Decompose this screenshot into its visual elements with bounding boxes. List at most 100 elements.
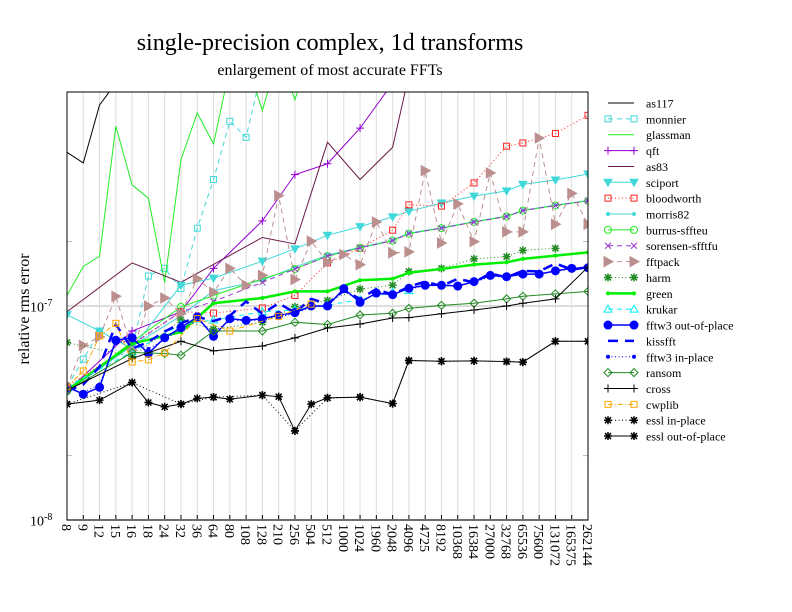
data-point-fftw3-in-place (178, 327, 183, 332)
legend-marker-bloodworth (604, 194, 612, 202)
data-point-essl-out-of-place (307, 400, 316, 409)
y-tick-label-1e-7: 10-7 (30, 298, 52, 317)
data-point-monnier (226, 117, 234, 125)
data-point-burrus-sffteu (502, 212, 511, 221)
legend-label: kissfft (646, 334, 676, 348)
x-tick-label: 1000 (335, 524, 350, 552)
legend-marker-qft (604, 146, 612, 155)
y-tick-label-1e-8: 10-8 (30, 512, 52, 531)
data-point-essl-out-of-place (176, 400, 185, 409)
x-tick-label: 210 (270, 524, 285, 545)
legend-item-as117: as117 (608, 97, 674, 111)
data-point-harm (290, 302, 299, 311)
data-point-sorensen-sfftfu (405, 230, 413, 237)
legend-item-ransom: ransom (603, 366, 682, 380)
legend-label: ransom (646, 366, 682, 380)
legend-marker-sciport (629, 178, 639, 188)
x-tick-label: 32768 (498, 524, 513, 559)
data-point-fftpack (420, 164, 432, 177)
x-tick-label: 2048 (384, 524, 399, 552)
y-tick-base: 10 (30, 300, 44, 316)
series-line-ransom (67, 290, 588, 392)
data-point-fftpack (143, 300, 155, 312)
legend-item-fftpack: fftpack (603, 255, 680, 269)
data-point-essl-out-of-place (323, 393, 332, 402)
data-point-fftpack (257, 269, 269, 282)
data-point-fftw3-in-place (472, 280, 477, 285)
legend-item-fftw3-in-place: fftw3 in-place (606, 350, 713, 364)
legend-marker-krukar (629, 304, 639, 313)
legend-item-harm: harm (604, 271, 671, 285)
series-line-cwplib (67, 303, 312, 388)
legend-item-cwplib: cwplib (604, 398, 679, 412)
data-point-essl-out-of-place (144, 398, 153, 407)
data-point-sciport (257, 257, 268, 267)
data-point-cross (404, 313, 413, 322)
data-point-ransom (583, 286, 588, 297)
legend-label: cross (646, 382, 671, 396)
data-point-sorensen-sfftfu (584, 197, 588, 205)
data-point-cross (518, 299, 527, 308)
data-point-fftpack (290, 273, 301, 286)
x-tick-label: 18 (139, 524, 154, 538)
data-point-sciport (94, 327, 105, 337)
data-point-cwplib (226, 327, 234, 335)
data-point-fftw3-in-place (292, 311, 297, 316)
legend-marker-essl-in-place (630, 416, 638, 425)
legend-marker-essl-in-place (604, 416, 612, 425)
data-point-fftw3-in-place (406, 287, 411, 292)
data-point-bloodworth (258, 304, 266, 312)
data-point-fftw3-in-place (244, 318, 249, 323)
data-point-sorensen-sfftfu (519, 207, 527, 214)
data-point-fftpack (339, 248, 350, 261)
data-point-cross (502, 302, 511, 310)
data-point-fftpack (453, 198, 464, 210)
legend-marker-fftw3-in-place (606, 354, 610, 359)
data-point-ransom (257, 326, 268, 336)
series-line-cross (67, 266, 588, 391)
data-point-fftpack (160, 292, 171, 304)
data-point-ransom (355, 310, 365, 320)
data-point-ransom (436, 300, 447, 311)
legend-item-sorensen-sfftfu: sorensen-sfftfu (604, 239, 718, 253)
data-point-fftw3-out-of-place (209, 331, 219, 341)
data-point-green (211, 301, 216, 306)
data-point-fftpack (192, 272, 204, 285)
data-point-fftw3-in-place (537, 272, 542, 277)
data-point-green (292, 289, 297, 294)
data-point-sciport (208, 274, 219, 284)
x-tick-label: 64 (205, 524, 220, 538)
x-tick-label: 108 (237, 524, 252, 545)
data-point-essl-out-of-place (209, 393, 218, 402)
data-point-fftpack (485, 166, 497, 179)
legend-marker-sorensen-sfftfu (604, 242, 612, 250)
series-as83 (67, 92, 406, 313)
data-point-monnier (79, 355, 87, 363)
legend-label: as83 (646, 160, 668, 174)
data-point-essl-out-of-place (290, 426, 299, 435)
series-glassman (67, 92, 298, 296)
legend-marker-harm (630, 273, 638, 282)
data-point-green (358, 278, 363, 283)
data-point-fftpack (306, 235, 318, 247)
data-point-burrus-sffteu (470, 217, 479, 226)
legend-item-burrus-sffteu: burrus-sffteu (604, 223, 708, 237)
data-point-essl-out-of-place (437, 357, 446, 366)
legend-item-qft: qft (604, 144, 660, 158)
data-point-fftw3-in-place (455, 283, 460, 288)
legend-marker-ransom (603, 367, 613, 378)
legend-item-sciport: sciport (603, 176, 679, 190)
data-point-ransom (176, 350, 186, 360)
data-point-monnier (210, 176, 218, 184)
legend-marker-burrus-sffteu (630, 225, 638, 234)
data-point-fftpack (355, 258, 367, 271)
data-point-qft (356, 124, 365, 133)
data-point-qft (389, 79, 397, 87)
data-point-bloodworth (405, 201, 413, 209)
data-point-sciport (290, 245, 300, 254)
x-tick-label: 27000 (481, 524, 496, 559)
data-point-harm (502, 252, 511, 261)
data-point-fftw3-in-place (81, 390, 86, 395)
